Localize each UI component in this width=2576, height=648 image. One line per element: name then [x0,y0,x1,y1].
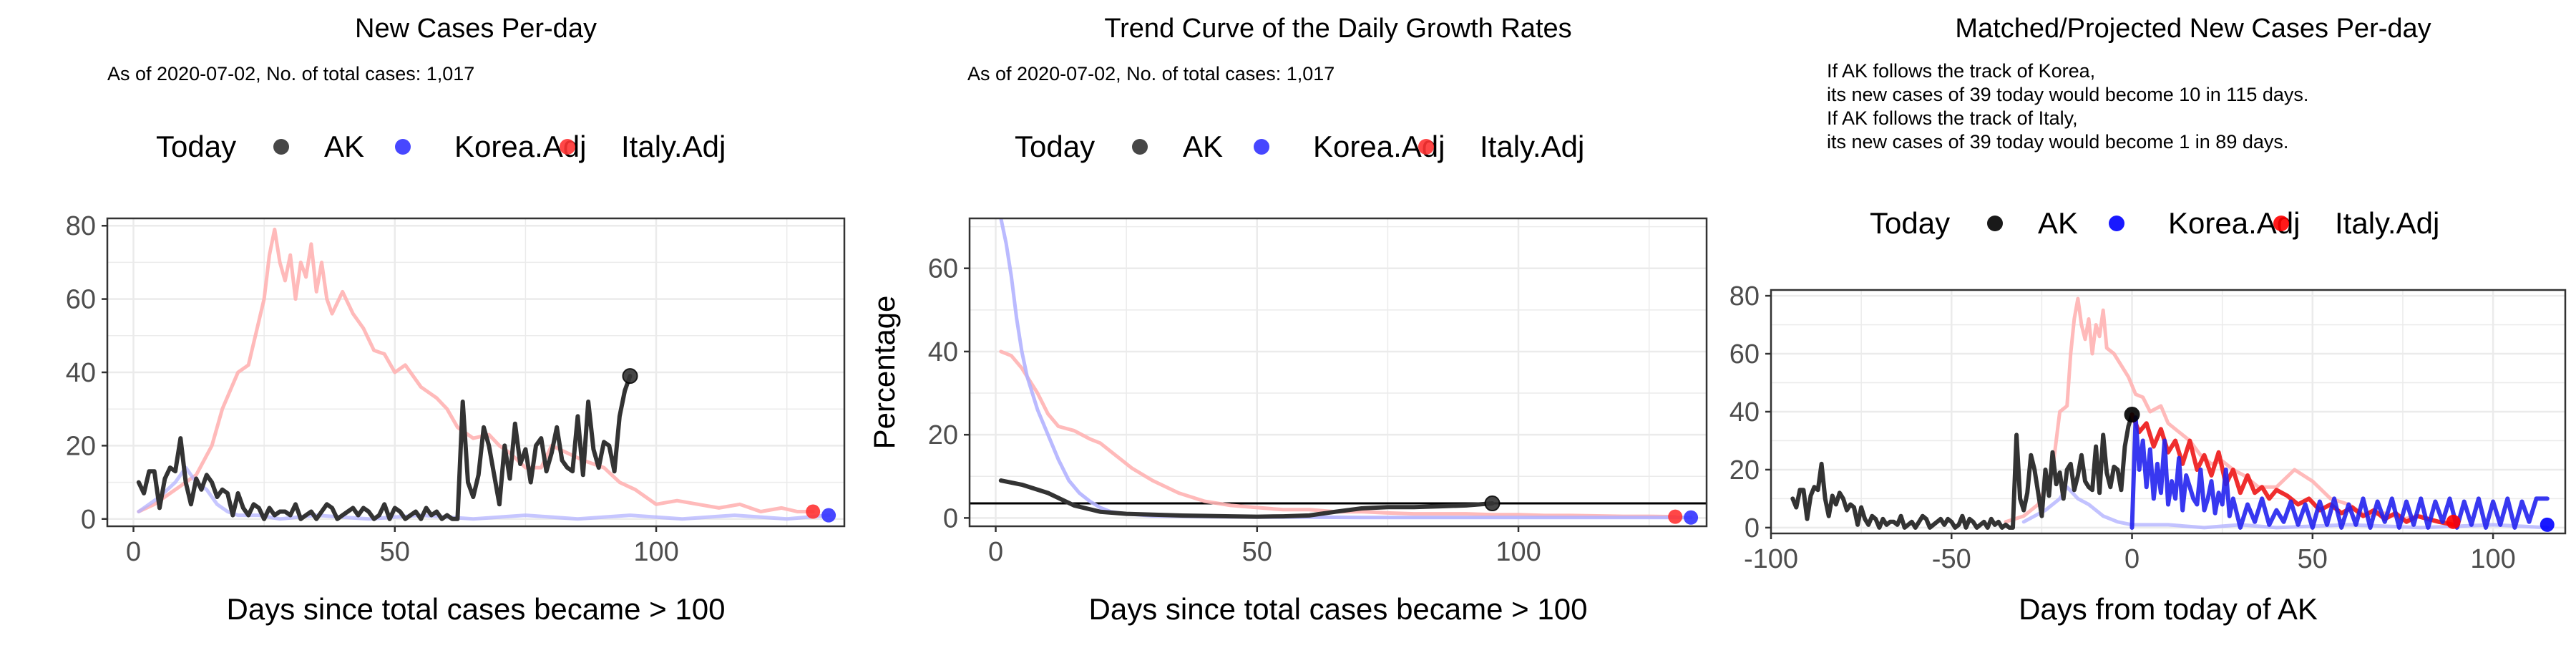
today-point-italy-adj [1668,509,1683,524]
x-axis-label: Days since total cases became > 100 [1089,592,1588,626]
y-tick-label: 40 [928,337,958,367]
y-tick-label: 60 [928,254,958,284]
annotation-line: its new cases of 39 today would become 1… [1827,84,2308,105]
x-tick-label: 50 [1242,537,1272,567]
y-tick-label: 40 [1729,397,1760,427]
x-tick-label: -100 [1744,544,1798,574]
y-tick-label: 60 [1729,339,1760,369]
legend-title: Today [1015,130,1095,163]
legend-key-korea-adj [1254,139,1269,155]
x-tick-label: 50 [2298,544,2328,574]
legend-key-italy-adj [1418,139,1434,155]
legend-label-italy-adj: Italy.Adj [1480,130,1584,163]
y-tick-label: 80 [1729,281,1760,311]
x-tick-label: 0 [2124,544,2140,574]
legend-title: Today [1870,206,1950,240]
annotation-line: If AK follows the track of Korea, [1827,60,2095,82]
series-line-ak [1790,412,2135,530]
legend-key-ak [1132,139,1148,155]
y-tick-label: 20 [928,420,958,450]
y-tick-label: 80 [66,211,96,241]
x-tick-label: 50 [380,537,410,567]
x-tick-label: 0 [988,537,1003,567]
chart-subtitle: As of 2020-07-02, No. of total cases: 1,… [967,63,1335,84]
legend-label-ak: AK [2038,206,2078,240]
x-tick-label: 100 [1496,537,1541,567]
y-tick-label: 0 [81,505,96,535]
legend-label-italy-adj: Italy.Adj [621,130,726,163]
plot-area [1790,296,2555,532]
y-axis-label: Percentage [867,296,901,450]
series-line-korea-adj [999,218,1693,520]
x-axis-label: Days from today of AK [2019,592,2318,626]
legend: Today AK Korea.Adj Italy.Adj [156,130,726,163]
chart-title: Matched/Projected New Cases Per-day [1955,14,2431,44]
today-point-ak [2124,407,2140,423]
legend-key-korea-adj [2109,216,2124,231]
today-point-korea-adj [1684,510,1699,525]
y-tick-label: 60 [66,285,96,315]
series-line-korea-adj [137,465,831,521]
x-tick-label: 100 [2470,544,2515,574]
legend-key-ak [273,139,289,155]
legend-key-korea-adj [395,139,411,155]
chart-panel-1: New Cases Per-day As of 2020-07-02, No. o… [66,14,846,626]
legend-label-ak: AK [1183,130,1223,163]
x-tick-label: 0 [126,537,141,567]
x-tick-label: -50 [1932,544,1971,574]
chart-title: New Cases Per-day [355,14,597,44]
y-tick-label: 0 [943,503,958,533]
chart-panel-2: Trend Curve of the Daily Growth Rates As … [867,14,1708,626]
today-point-italy-adj [2446,514,2461,529]
x-tick-label: 100 [633,537,678,567]
legend-key-ak [1987,216,2003,231]
y-tick-label: 20 [66,431,96,461]
annotation-line: its new cases of 39 today would become 1… [1827,131,2288,153]
today-point-italy-adj [806,504,821,519]
today-point-ak [1484,495,1501,512]
plot-area [970,218,1707,525]
today-point-korea-adj [821,508,836,523]
series-line-italy-adj [2004,296,2459,524]
plot-border [968,217,1708,528]
today-point-ak [622,368,638,385]
y-tick-label: 40 [66,358,96,388]
series-line-ak [998,478,1495,519]
legend-label-ak: AK [324,130,364,163]
legend: Today AK Korea.Adj Italy.Adj [1870,206,2439,240]
plot-area [136,227,836,523]
legend: Today AK Korea.Adj Italy.Adj [1015,130,1584,163]
chart-title: Trend Curve of the Daily Growth Rates [1104,14,1571,44]
legend-key-italy-adj [2273,216,2289,231]
plot-background [970,218,1707,526]
today-point-korea-adj [2540,517,2555,532]
legend-title: Today [156,130,236,163]
chart-subtitle: As of 2020-07-02, No. of total cases: 1,… [107,63,474,84]
chart-panel-3: Matched/Projected New Cases Per-day If AK… [1729,14,2567,626]
y-tick-label: 20 [1729,455,1760,485]
series-line-italy-adj [137,227,815,513]
legend-key-italy-adj [560,139,575,155]
legend-label-italy-adj: Italy.Adj [2335,206,2439,240]
x-axis-label: Days since total cases became > 100 [227,592,726,626]
y-tick-label: 0 [1745,513,1760,543]
annotation-line: If AK follows the track of Italy, [1827,107,2078,129]
series-line-italy-adj [999,349,1677,519]
series-line-ak [136,374,633,521]
series-line-korea-adj [2021,485,2550,530]
